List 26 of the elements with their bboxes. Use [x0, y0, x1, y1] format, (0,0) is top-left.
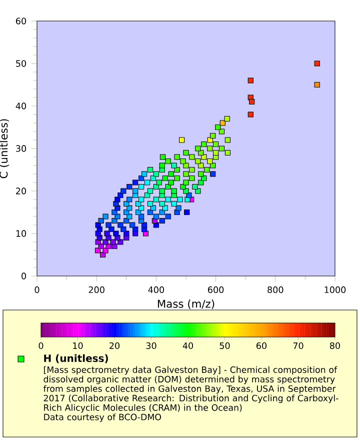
color-bar-label: 10: [73, 342, 83, 350]
text: [Mass spectrometry data Galveston Bay] - Chemical composition of dissolved organic matter (DOM) determined by mass spectrometry from samples collected in Galveston Bay, Texas, USA in September 2017 (Collaborative Research: Distribution and Cycling of Carboxyl-Rich Alicyclic Molecules (CRAM) in the Ocean): [43, 366, 338, 413]
color-bar-label: 30: [146, 342, 156, 350]
color-bar-label: 50: [220, 342, 230, 350]
x-tick-label: 600: [208, 286, 224, 294]
x-tick-label: 200: [88, 286, 104, 294]
y-tick-label: 10: [16, 230, 26, 237]
color-bar-label: 20: [110, 342, 120, 350]
color-bar-label: 0: [38, 342, 44, 350]
x-axis-title: Mass (m/z): [158, 300, 214, 310]
x-tick-label: 1000: [324, 286, 346, 294]
text: H (unitless): [44, 354, 108, 364]
y-tick-label: 30: [16, 145, 26, 152]
y-tick-label: 50: [16, 60, 26, 67]
y-tick-label: 60: [16, 18, 26, 24]
text: Data courtesy of BCO-DMO: [44, 414, 161, 422]
color-bar-label: 70: [293, 342, 304, 350]
y-tick-label: 20: [16, 188, 26, 194]
color-bar-label: 60: [256, 342, 267, 350]
color-bar-label: 40: [182, 342, 194, 350]
y-tick-label: 0: [22, 272, 26, 280]
x-tick-label: 800: [268, 286, 284, 294]
x-tick-label: 0: [34, 286, 40, 294]
y-tick-label: 40: [16, 102, 26, 110]
color-bar-label: 80: [330, 342, 340, 350]
x-tick-label: 400: [148, 286, 164, 294]
